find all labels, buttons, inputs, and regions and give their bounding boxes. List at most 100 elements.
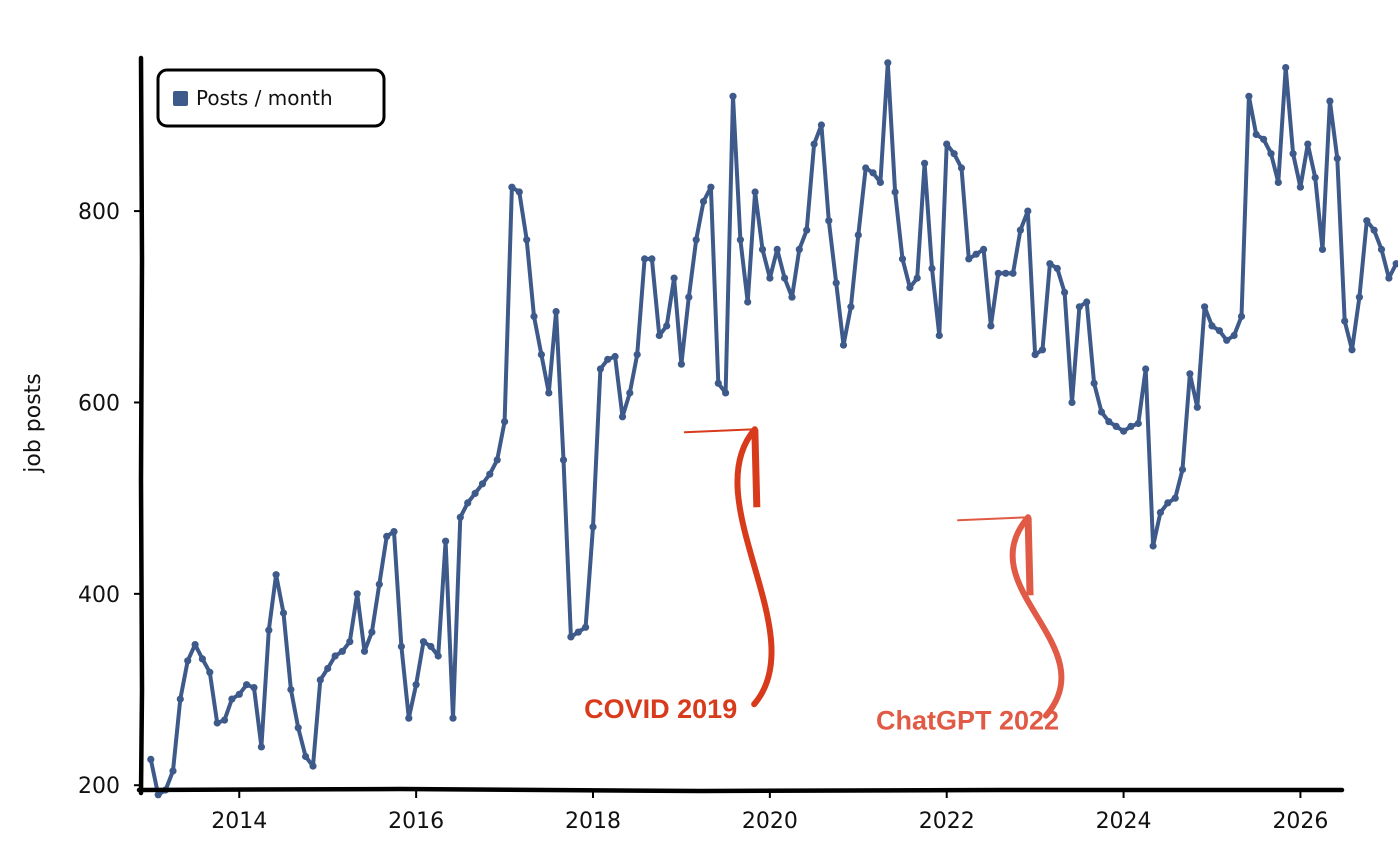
data-point — [714, 379, 722, 387]
data-point — [1370, 226, 1378, 234]
data-point — [1156, 508, 1164, 517]
data-point — [1385, 274, 1393, 282]
data-point — [567, 633, 575, 641]
data-point — [692, 236, 700, 244]
data-point — [427, 642, 435, 651]
data-point — [523, 236, 531, 244]
data-point — [781, 274, 789, 282]
data-point — [972, 250, 980, 258]
data-point — [1355, 293, 1363, 301]
data-point — [1171, 494, 1179, 502]
annotation-arrow — [1009, 514, 1065, 719]
data-point — [265, 626, 273, 634]
data-point — [228, 695, 236, 703]
data-point — [191, 641, 199, 649]
data-point — [957, 164, 966, 172]
legend-swatch — [173, 91, 188, 106]
annotation-arrowhead — [683, 428, 756, 434]
data-point — [1333, 154, 1341, 163]
data-point — [198, 655, 206, 663]
data-point — [611, 352, 619, 361]
data-point — [751, 188, 759, 196]
annotations-layer: COVID 2019 ChatGPT 2022 — [584, 426, 1065, 736]
data-point — [839, 341, 848, 349]
data-point — [987, 322, 995, 330]
data-point — [1046, 260, 1054, 268]
data-point — [1289, 150, 1297, 158]
data-point — [1068, 398, 1076, 407]
annotation-arrowhead — [751, 429, 761, 508]
data-point — [412, 681, 420, 689]
data-point — [1134, 419, 1142, 428]
data-point — [898, 255, 907, 263]
data-point — [913, 274, 921, 282]
data-point — [604, 355, 612, 363]
data-point — [1178, 465, 1187, 474]
x-tick-label: 2020 — [742, 809, 798, 834]
data-point — [1377, 245, 1386, 253]
data-point — [287, 685, 295, 694]
data-point — [1090, 379, 1098, 387]
y-ticks: 200 400 600 800 — [78, 200, 142, 799]
x-tick-label: 2016 — [388, 809, 444, 834]
data-point — [943, 140, 951, 148]
data-point — [641, 255, 649, 263]
x-tick-label: 2022 — [919, 809, 975, 834]
data-point — [206, 668, 214, 676]
data-point — [508, 183, 516, 191]
data-point — [279, 609, 288, 617]
data-point — [501, 418, 509, 426]
legend-label: Posts / month — [196, 86, 333, 110]
data-point — [302, 752, 310, 761]
data-point — [795, 245, 803, 253]
data-point — [1075, 303, 1083, 311]
data-point — [545, 389, 553, 397]
data-point — [950, 150, 958, 158]
data-point — [1201, 303, 1209, 311]
data-point — [1296, 183, 1304, 191]
data-point — [272, 571, 280, 579]
data-point — [596, 365, 605, 373]
data-point — [736, 236, 745, 244]
data-point — [1215, 327, 1223, 335]
data-point — [213, 719, 221, 727]
data-point — [1061, 288, 1069, 296]
x-tick-label: 2014 — [211, 809, 267, 834]
data-point — [1097, 408, 1106, 416]
x-axis-line — [136, 786, 1345, 794]
data-point — [1053, 264, 1061, 273]
data-point — [1002, 269, 1010, 277]
data-point — [618, 413, 627, 421]
data-point — [1164, 499, 1172, 507]
data-point — [442, 537, 450, 545]
y-axis-title: job posts — [21, 373, 46, 474]
x-ticks: 2014 2016 2018 2020 2022 2024 2026 — [211, 790, 1328, 834]
data-point — [788, 293, 796, 301]
data-point — [1363, 217, 1371, 225]
data-point — [390, 528, 398, 536]
data-point — [1318, 245, 1327, 253]
annotation-arrow — [734, 426, 775, 708]
data-point — [722, 389, 730, 397]
data-point — [169, 767, 177, 775]
data-point — [154, 791, 162, 799]
data-point — [1223, 336, 1231, 344]
data-point — [1341, 317, 1349, 325]
data-point — [456, 513, 464, 521]
data-point — [471, 489, 479, 497]
data-point — [464, 499, 472, 507]
data-point — [773, 245, 781, 253]
data-point — [1112, 422, 1120, 430]
data-point — [648, 255, 656, 263]
data-point — [243, 681, 251, 689]
data-point — [1260, 135, 1268, 143]
data-point — [537, 351, 546, 359]
legend-box — [156, 68, 386, 128]
x-tick-label: 2026 — [1272, 809, 1328, 834]
data-point — [1230, 331, 1238, 340]
data-point — [368, 628, 376, 636]
data-point — [338, 647, 346, 655]
y-tick-label: 800 — [78, 200, 120, 225]
y-tick-label: 400 — [78, 583, 120, 608]
data-point — [1105, 418, 1113, 426]
